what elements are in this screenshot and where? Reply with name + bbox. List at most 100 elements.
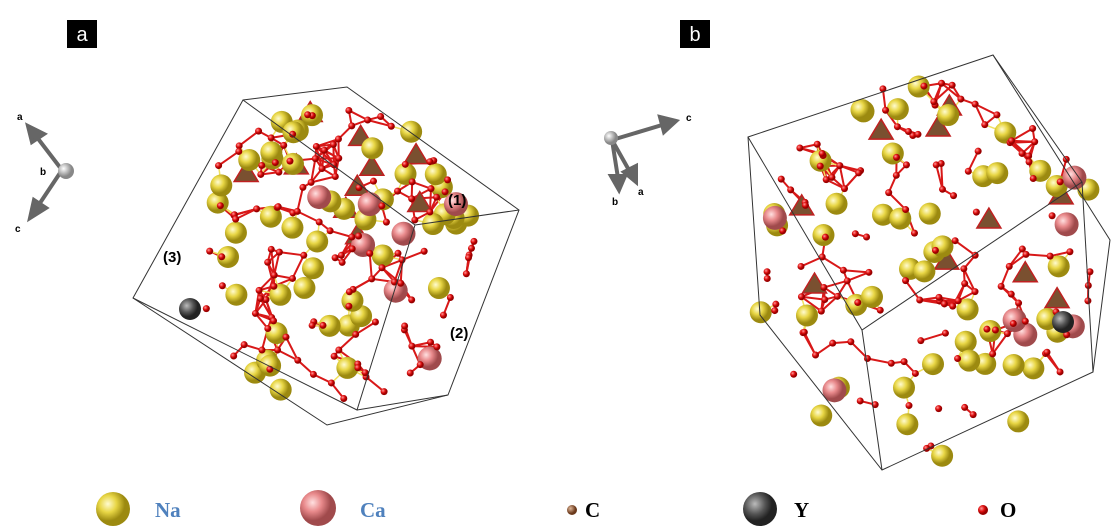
o-atom [206, 248, 213, 255]
o-atom [270, 317, 277, 324]
o-atom [408, 296, 415, 303]
o-atom [823, 176, 830, 183]
o-atom [433, 343, 440, 350]
o-atom [401, 323, 408, 330]
o-atom [218, 253, 225, 260]
o-atom [366, 250, 373, 257]
na-atom [958, 350, 980, 372]
o-atom [407, 370, 414, 377]
o-atom [255, 128, 262, 135]
o-atom [274, 346, 281, 353]
axis-label: b [612, 197, 618, 208]
o-atom [885, 189, 892, 196]
o-atom [253, 205, 260, 212]
na-atom [210, 174, 232, 196]
ca-atom [1062, 166, 1086, 190]
figure: a b a b c c b a (1) (2) (3) Na Ca C Y O [0, 0, 1116, 529]
o-atom [819, 150, 826, 157]
o-atom [328, 379, 335, 386]
o-atom [957, 96, 964, 103]
o-atom [394, 188, 401, 195]
o-atom [275, 169, 282, 176]
o-atom [372, 318, 379, 325]
o-atom [370, 178, 377, 185]
ca-atom [307, 185, 331, 209]
o-atom [938, 80, 945, 87]
o-atom [834, 293, 841, 300]
o-atom [463, 270, 470, 277]
o-atom [1057, 178, 1064, 185]
carbonate [977, 208, 1001, 228]
o-atom [844, 277, 851, 284]
o-atom [1066, 248, 1073, 255]
o-atom [989, 350, 996, 357]
o-atom [1004, 330, 1011, 337]
o-atom [779, 227, 786, 234]
legend-label: Na [155, 498, 181, 522]
o-atom [863, 234, 870, 241]
bond [412, 346, 437, 347]
na-atom [931, 445, 953, 467]
o-atom [965, 168, 972, 175]
o-atom [300, 252, 307, 259]
axis-label: a [638, 187, 644, 198]
o-atom [1008, 291, 1015, 298]
o-atom [409, 178, 416, 185]
legend-swatch [300, 490, 336, 526]
bond [867, 358, 891, 363]
o-atom [1049, 212, 1056, 219]
ca-atom [358, 192, 382, 216]
na-atom [225, 222, 247, 244]
o-atom [950, 192, 957, 199]
o-atom [313, 143, 320, 150]
na-atom [931, 235, 953, 257]
site-label: (3) [163, 249, 181, 266]
o-atom [217, 202, 224, 209]
o-atom [906, 402, 913, 409]
o-atom [902, 277, 909, 284]
na-atom [260, 141, 282, 163]
o-atom [961, 280, 968, 287]
na-atom [428, 277, 450, 299]
o-atom [286, 158, 293, 165]
o-atom [1023, 251, 1030, 258]
na-atom [225, 284, 247, 306]
bond [1026, 254, 1050, 256]
o-atom [241, 341, 248, 348]
o-atom [264, 325, 271, 332]
o-atom [368, 275, 375, 282]
o-atom [1019, 150, 1026, 157]
o-atom [294, 357, 301, 364]
o-atom [798, 293, 805, 300]
o-atom [790, 371, 797, 378]
o-atom [771, 307, 778, 314]
o-atom [426, 158, 433, 165]
o-atom [840, 267, 847, 274]
o-atom [332, 173, 339, 180]
na-atom [293, 277, 315, 299]
o-atom [257, 171, 264, 178]
o-atom [911, 230, 918, 237]
o-atom [468, 245, 475, 252]
o-atom [355, 232, 362, 239]
o-atom [402, 161, 409, 168]
o-atom [356, 184, 363, 191]
o-atom [258, 347, 265, 354]
o-atom [235, 148, 242, 155]
na-atom [913, 260, 935, 282]
ca-atom [1055, 212, 1079, 236]
o-atom [352, 331, 359, 338]
o-atom [345, 107, 352, 114]
o-atom [268, 246, 275, 253]
o-atom [1084, 297, 1091, 304]
na-atom [882, 142, 904, 164]
o-atom [865, 269, 872, 276]
na-atom [796, 304, 818, 326]
o-atom [397, 280, 404, 287]
o-atom [310, 371, 317, 378]
o-atom [812, 352, 819, 359]
o-atom [916, 296, 923, 303]
o-atom [381, 388, 388, 395]
o-atom [1057, 368, 1064, 375]
o-atom [271, 272, 278, 279]
